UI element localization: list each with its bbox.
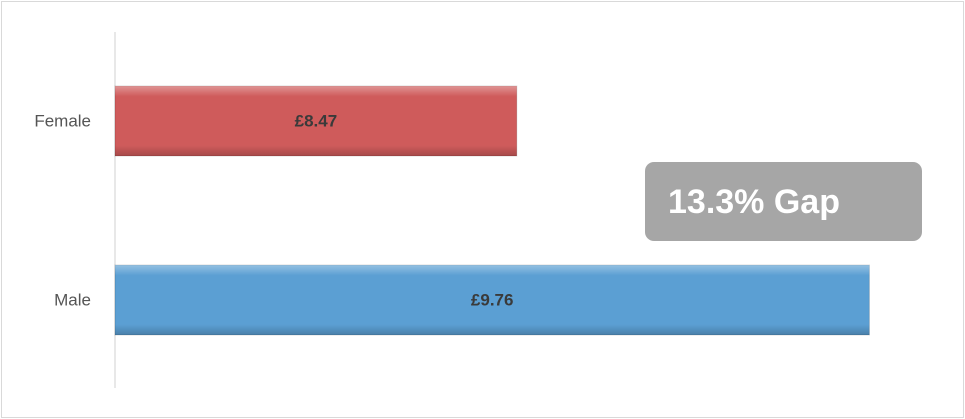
y-tick-label: Male	[54, 290, 91, 309]
value-label: £8.47	[295, 111, 338, 130]
annotation: 13.3% Gap	[668, 183, 840, 221]
bar-shade	[115, 86, 517, 156]
y-tick-label: Female	[34, 111, 91, 130]
bar-shade	[115, 265, 870, 335]
annotation-box	[645, 162, 922, 241]
value-label: £9.76	[471, 290, 514, 309]
